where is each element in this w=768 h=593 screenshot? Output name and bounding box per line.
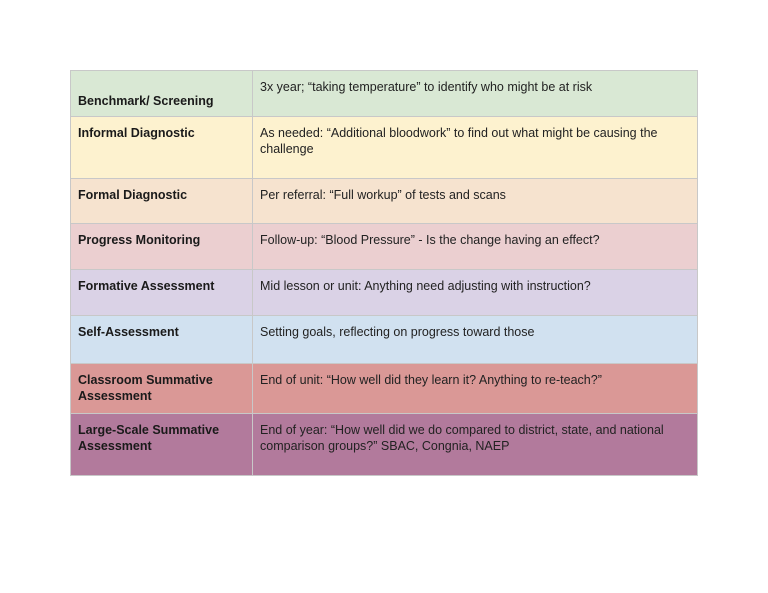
term-cell: Progress Monitoring (70, 223, 253, 270)
description-cell: Mid lesson or unit: Anything need adjust… (252, 269, 698, 316)
term-cell: Formal Diagnostic (70, 178, 253, 224)
description-cell: As needed: “Additional bloodwork” to fin… (252, 116, 698, 179)
term-cell: Large-Scale Summative Assessment (70, 413, 253, 476)
description-cell: Per referral: “Full workup” of tests and… (252, 178, 698, 224)
table-row: Classroom Summative Assessment End of uni… (70, 363, 698, 414)
term-cell: Formative Assessment (70, 269, 253, 316)
table-row: Informal Diagnostic As needed: “Additiona… (70, 116, 698, 179)
table-row: Progress Monitoring Follow-up: “Blood Pre… (70, 223, 698, 270)
description-cell: End of year: “How well did we do compare… (252, 413, 698, 476)
table-row: Self-Assessment Setting goals, reflecting… (70, 315, 698, 364)
term-cell: Informal Diagnostic (70, 116, 253, 179)
term-cell: Benchmark/ Screening (70, 70, 253, 117)
table-row: Formative Assessment Mid lesson or unit: … (70, 269, 698, 316)
assessment-types-table: Benchmark/ Screening 3x year; “taking tem… (70, 70, 698, 476)
table-row: Formal Diagnostic Per referral: “Full wor… (70, 178, 698, 224)
table-row: Benchmark/ Screening 3x year; “taking tem… (70, 70, 698, 117)
table-row: Large-Scale Summative Assessment End of y… (70, 413, 698, 476)
description-cell: End of unit: “How well did they learn it… (252, 363, 698, 414)
description-cell: Follow-up: “Blood Pressure” - Is the cha… (252, 223, 698, 270)
term-cell: Classroom Summative Assessment (70, 363, 253, 414)
description-cell: Setting goals, reflecting on progress to… (252, 315, 698, 364)
term-cell: Self-Assessment (70, 315, 253, 364)
description-cell: 3x year; “taking temperature” to identif… (252, 70, 698, 117)
